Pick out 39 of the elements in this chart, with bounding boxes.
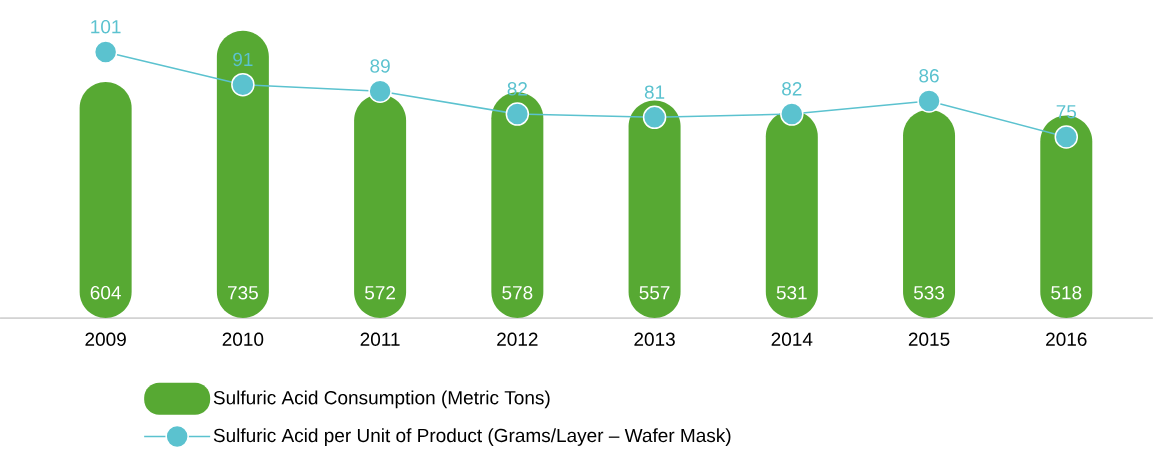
- x-tick-label: 2012: [497, 332, 538, 346]
- data-label: 75: [1056, 105, 1077, 119]
- bar: [903, 109, 956, 318]
- x-tick-label: 2014: [771, 332, 813, 346]
- x-tick-label: 2010: [222, 332, 264, 346]
- x-tick-label: 2009: [85, 332, 126, 346]
- legend-label: Sulfuric Acid Consumption (Metric Tons): [213, 390, 550, 409]
- data-label: 86: [919, 69, 939, 83]
- data-label: 533: [913, 286, 945, 300]
- data-label: 82: [507, 82, 527, 96]
- point: [780, 102, 804, 126]
- x-tick-label: 2015: [908, 332, 950, 346]
- bar: [79, 82, 132, 318]
- data-label: 101: [91, 20, 121, 34]
- point: [642, 105, 667, 130]
- data-label: 81: [644, 85, 665, 99]
- x-tick-label: 2011: [360, 332, 400, 346]
- data-label: 89: [370, 59, 390, 73]
- point: [505, 102, 530, 126]
- data-label: 91: [233, 52, 253, 67]
- bar: [628, 100, 681, 318]
- x-tick-label: 2013: [634, 332, 675, 346]
- data-label: 557: [639, 286, 670, 300]
- point: [1054, 125, 1079, 149]
- x-tick-label: 2016: [1046, 332, 1087, 346]
- data-label: 82: [782, 82, 802, 96]
- data-label: 604: [90, 286, 121, 300]
- data-label: 578: [502, 286, 533, 300]
- data-label: 518: [1051, 286, 1082, 300]
- point: [231, 72, 255, 97]
- data-label: 735: [227, 286, 258, 300]
- data-label: 572: [365, 286, 395, 300]
- bar: [216, 30, 269, 318]
- bar: [354, 94, 407, 318]
- legend-label: Sulfuric Acid per Unit of Product (Grams/Layer – Wafer Mask): [213, 428, 731, 446]
- data-label: 531: [776, 286, 807, 300]
- point: [917, 89, 941, 113]
- point: [93, 40, 118, 64]
- point: [368, 79, 392, 103]
